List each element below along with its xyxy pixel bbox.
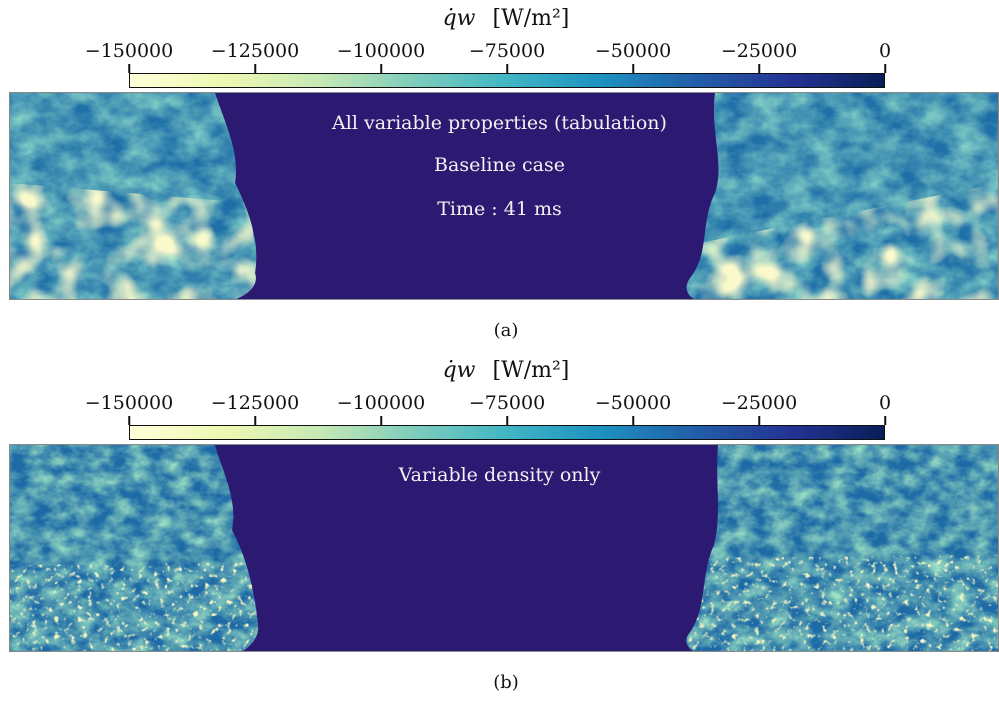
colorbar-tick-mark [506,64,508,73]
colorbar-tick-mark [254,416,256,425]
colorbar-tick-label: −100000 [336,40,426,62]
colorbar-tick-mark [128,64,130,73]
colorbar-tick-label: −75000 [468,40,546,62]
colorbar-tick-label: 0 [878,392,892,414]
colorbar-tick-mark [380,416,382,425]
colorbar-tick-label: −25000 [720,392,798,414]
colorbar-unit: [W/m²] [492,6,570,31]
annotation-text: All variable properties (tabulation) [332,112,667,134]
heat-flux-field-b [9,444,999,652]
colorbar-tick-mark [758,64,760,73]
colorbar-tick-label: −50000 [594,40,672,62]
colorbar-tick-label: −100000 [336,392,426,414]
colorbar-label: q̇w [W/m²] [0,358,999,383]
colorbar-tick-mark [380,64,382,73]
colorbar-tick-mark [254,64,256,73]
colorbar [129,73,885,88]
panel-sublabel: (b) [493,672,519,693]
colorbar-unit: [W/m²] [492,358,570,383]
colorbar-label: q̇w [W/m²] [0,6,999,31]
heat-flux-texture-b [10,445,998,651]
colorbar-tick-mark [884,64,886,73]
heat-flux-texture-a [10,93,998,299]
colorbar-tick-label: −50000 [594,392,672,414]
panel-sublabel: (a) [493,320,519,341]
heat-flux-field-a [9,92,999,300]
colorbar-symbol: q̇w [442,358,476,383]
colorbar-tick-label: 0 [878,40,892,62]
colorbar-tick-label: −150000 [84,392,174,414]
annotation-text: Baseline case [434,154,565,176]
colorbar-symbol: q̇w [442,6,476,31]
annotation-text: Time : 41 ms [437,198,562,220]
figure-panel-a: q̇w [W/m²] −150000 −125000 −100000 −7500… [0,6,999,341]
colorbar-tick-mark [128,416,130,425]
colorbar-tick-mark [632,416,634,425]
colorbar-tick-mark [632,64,634,73]
colorbar-tick-label: −125000 [210,392,300,414]
annotation-text: Variable density only [398,464,601,486]
colorbar-tick-label: −150000 [84,40,174,62]
colorbar-tick-mark [758,416,760,425]
colorbar-tick-label: −25000 [720,40,798,62]
colorbar-tick-mark [884,416,886,425]
colorbar-tick-label: −75000 [468,392,546,414]
colorbar [129,425,885,440]
colorbar-tick-label: −125000 [210,40,300,62]
figure-panel-b: q̇w [W/m²] −150000 −125000 −100000 −7500… [0,352,999,704]
colorbar-tick-mark [506,416,508,425]
